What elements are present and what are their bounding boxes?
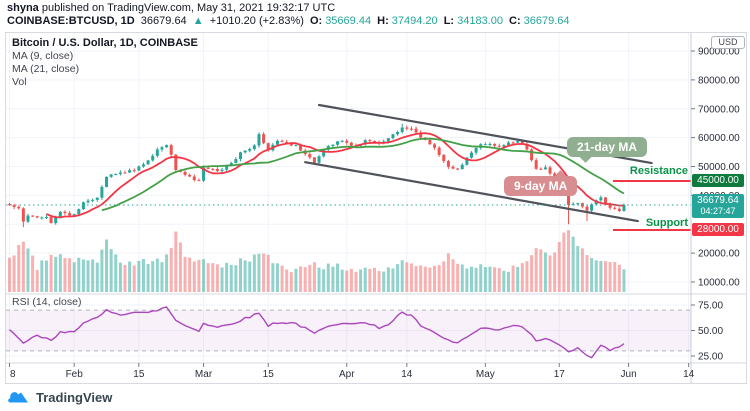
price-badge-support: 28000.00 bbox=[692, 223, 744, 237]
chart-legend: Bitcoin / U.S. Dollar, 1D, COINBASE MA (… bbox=[12, 37, 198, 89]
rsi-tick-label: 50.00 bbox=[698, 326, 723, 337]
low-label: L: bbox=[443, 15, 455, 27]
ma-slow-callout-label: 21-day MA bbox=[577, 140, 638, 154]
price-tick-label: 70000.00 bbox=[698, 104, 740, 115]
time-tick-label: 14 bbox=[401, 369, 413, 380]
chart-canvas[interactable]: 90000.00 80000.00 70000.00 60000.00 50000.00… bbox=[6, 33, 746, 383]
chart-frame: 90000.00 80000.00 70000.00 60000.00 50000.00… bbox=[5, 32, 747, 384]
close-label: C: bbox=[509, 15, 521, 27]
rsi-tick-label: 75.00 bbox=[698, 301, 723, 312]
price-tick-label: 20000.00 bbox=[698, 249, 740, 260]
high-label: H: bbox=[377, 15, 389, 27]
price-badge-last: 36679.64 04:27:47 bbox=[692, 193, 744, 218]
time-tick-label: Apr bbox=[339, 369, 355, 380]
tradingview-logo-icon[interactable] bbox=[8, 390, 30, 405]
volume-legend: Vol bbox=[12, 76, 27, 88]
currency-badge: USD bbox=[711, 36, 745, 49]
time-tick-label: Feb bbox=[66, 369, 84, 380]
price-tick-label: 80000.00 bbox=[698, 75, 740, 86]
price-tick-label: 90000.00 bbox=[698, 47, 740, 58]
rsi-legend: RSI (14, close) bbox=[12, 296, 82, 308]
time-tick-label: 15 bbox=[133, 369, 145, 380]
time-tick-label: Jun bbox=[621, 369, 637, 380]
grid-layer bbox=[6, 33, 691, 363]
trendline[interactable] bbox=[304, 161, 639, 223]
resistance-label: Resistance bbox=[629, 165, 688, 177]
ma-slow-callout: 21-day MA bbox=[567, 137, 648, 163]
price-change: +1010.20 (+2.83%) bbox=[209, 15, 304, 27]
support-label: Support bbox=[645, 217, 688, 229]
high-value: 37494.20 bbox=[391, 15, 438, 27]
time-tick-label: 15 bbox=[263, 369, 275, 380]
time-tick-label: 14 bbox=[683, 369, 695, 380]
symbol-title: Bitcoin / U.S. Dollar, 1D, COINBASE bbox=[12, 37, 198, 49]
open-label: O: bbox=[309, 15, 323, 27]
price-tick-label: 50000.00 bbox=[698, 162, 740, 173]
byline: shyna published on TradingView.com, May … bbox=[7, 2, 335, 14]
ma-fast-legend: MA (9, close) bbox=[12, 50, 74, 62]
brand-name[interactable]: TradingView bbox=[36, 390, 113, 405]
quote-line: COINBASE:BTCUSD, 1D 36679.64 ▲ +1010.20 … bbox=[7, 15, 573, 27]
ma-fast-callout-label: 9-day MA bbox=[514, 179, 568, 193]
price-badge-resistance: 45000.00 bbox=[692, 173, 744, 187]
ma-fast-callout: 9-day MA bbox=[504, 170, 578, 196]
last-price-badge-value: 36679.64 bbox=[697, 194, 739, 206]
time-tick-label: 8 bbox=[10, 369, 16, 380]
open-value: 35669.44 bbox=[325, 15, 372, 27]
rsi-band-layer bbox=[6, 309, 691, 352]
byline-text: published on TradingView.com, May 31, 20… bbox=[38, 2, 336, 14]
close-value: 36679.64 bbox=[523, 15, 570, 27]
volume-layer bbox=[8, 230, 626, 292]
time-tick-label: May bbox=[476, 369, 495, 380]
time-axis[interactable]: 8 Feb 15 Mar 15 Apr 14 May 17 Jun 14 bbox=[9, 363, 695, 380]
symbol-label: COINBASE:BTCUSD, 1D bbox=[7, 15, 135, 27]
low-value: 34183.00 bbox=[457, 15, 503, 27]
author-name: shyna bbox=[7, 2, 39, 14]
last-price: 36679.64 bbox=[140, 15, 187, 27]
footer: TradingView bbox=[0, 384, 750, 411]
time-tick-label: 17 bbox=[554, 369, 566, 380]
bar-countdown: 04:27:47 bbox=[700, 205, 736, 216]
up-arrow-icon: ▲ bbox=[192, 15, 204, 27]
price-tick-label: 60000.00 bbox=[698, 133, 740, 144]
rsi-tick-label: 25.00 bbox=[698, 352, 723, 363]
rsi-line bbox=[9, 306, 625, 359]
price-tick-label: 10000.00 bbox=[698, 278, 740, 289]
ma-slow-legend: MA (21, close) bbox=[12, 63, 80, 75]
time-tick-label: Mar bbox=[195, 369, 213, 380]
